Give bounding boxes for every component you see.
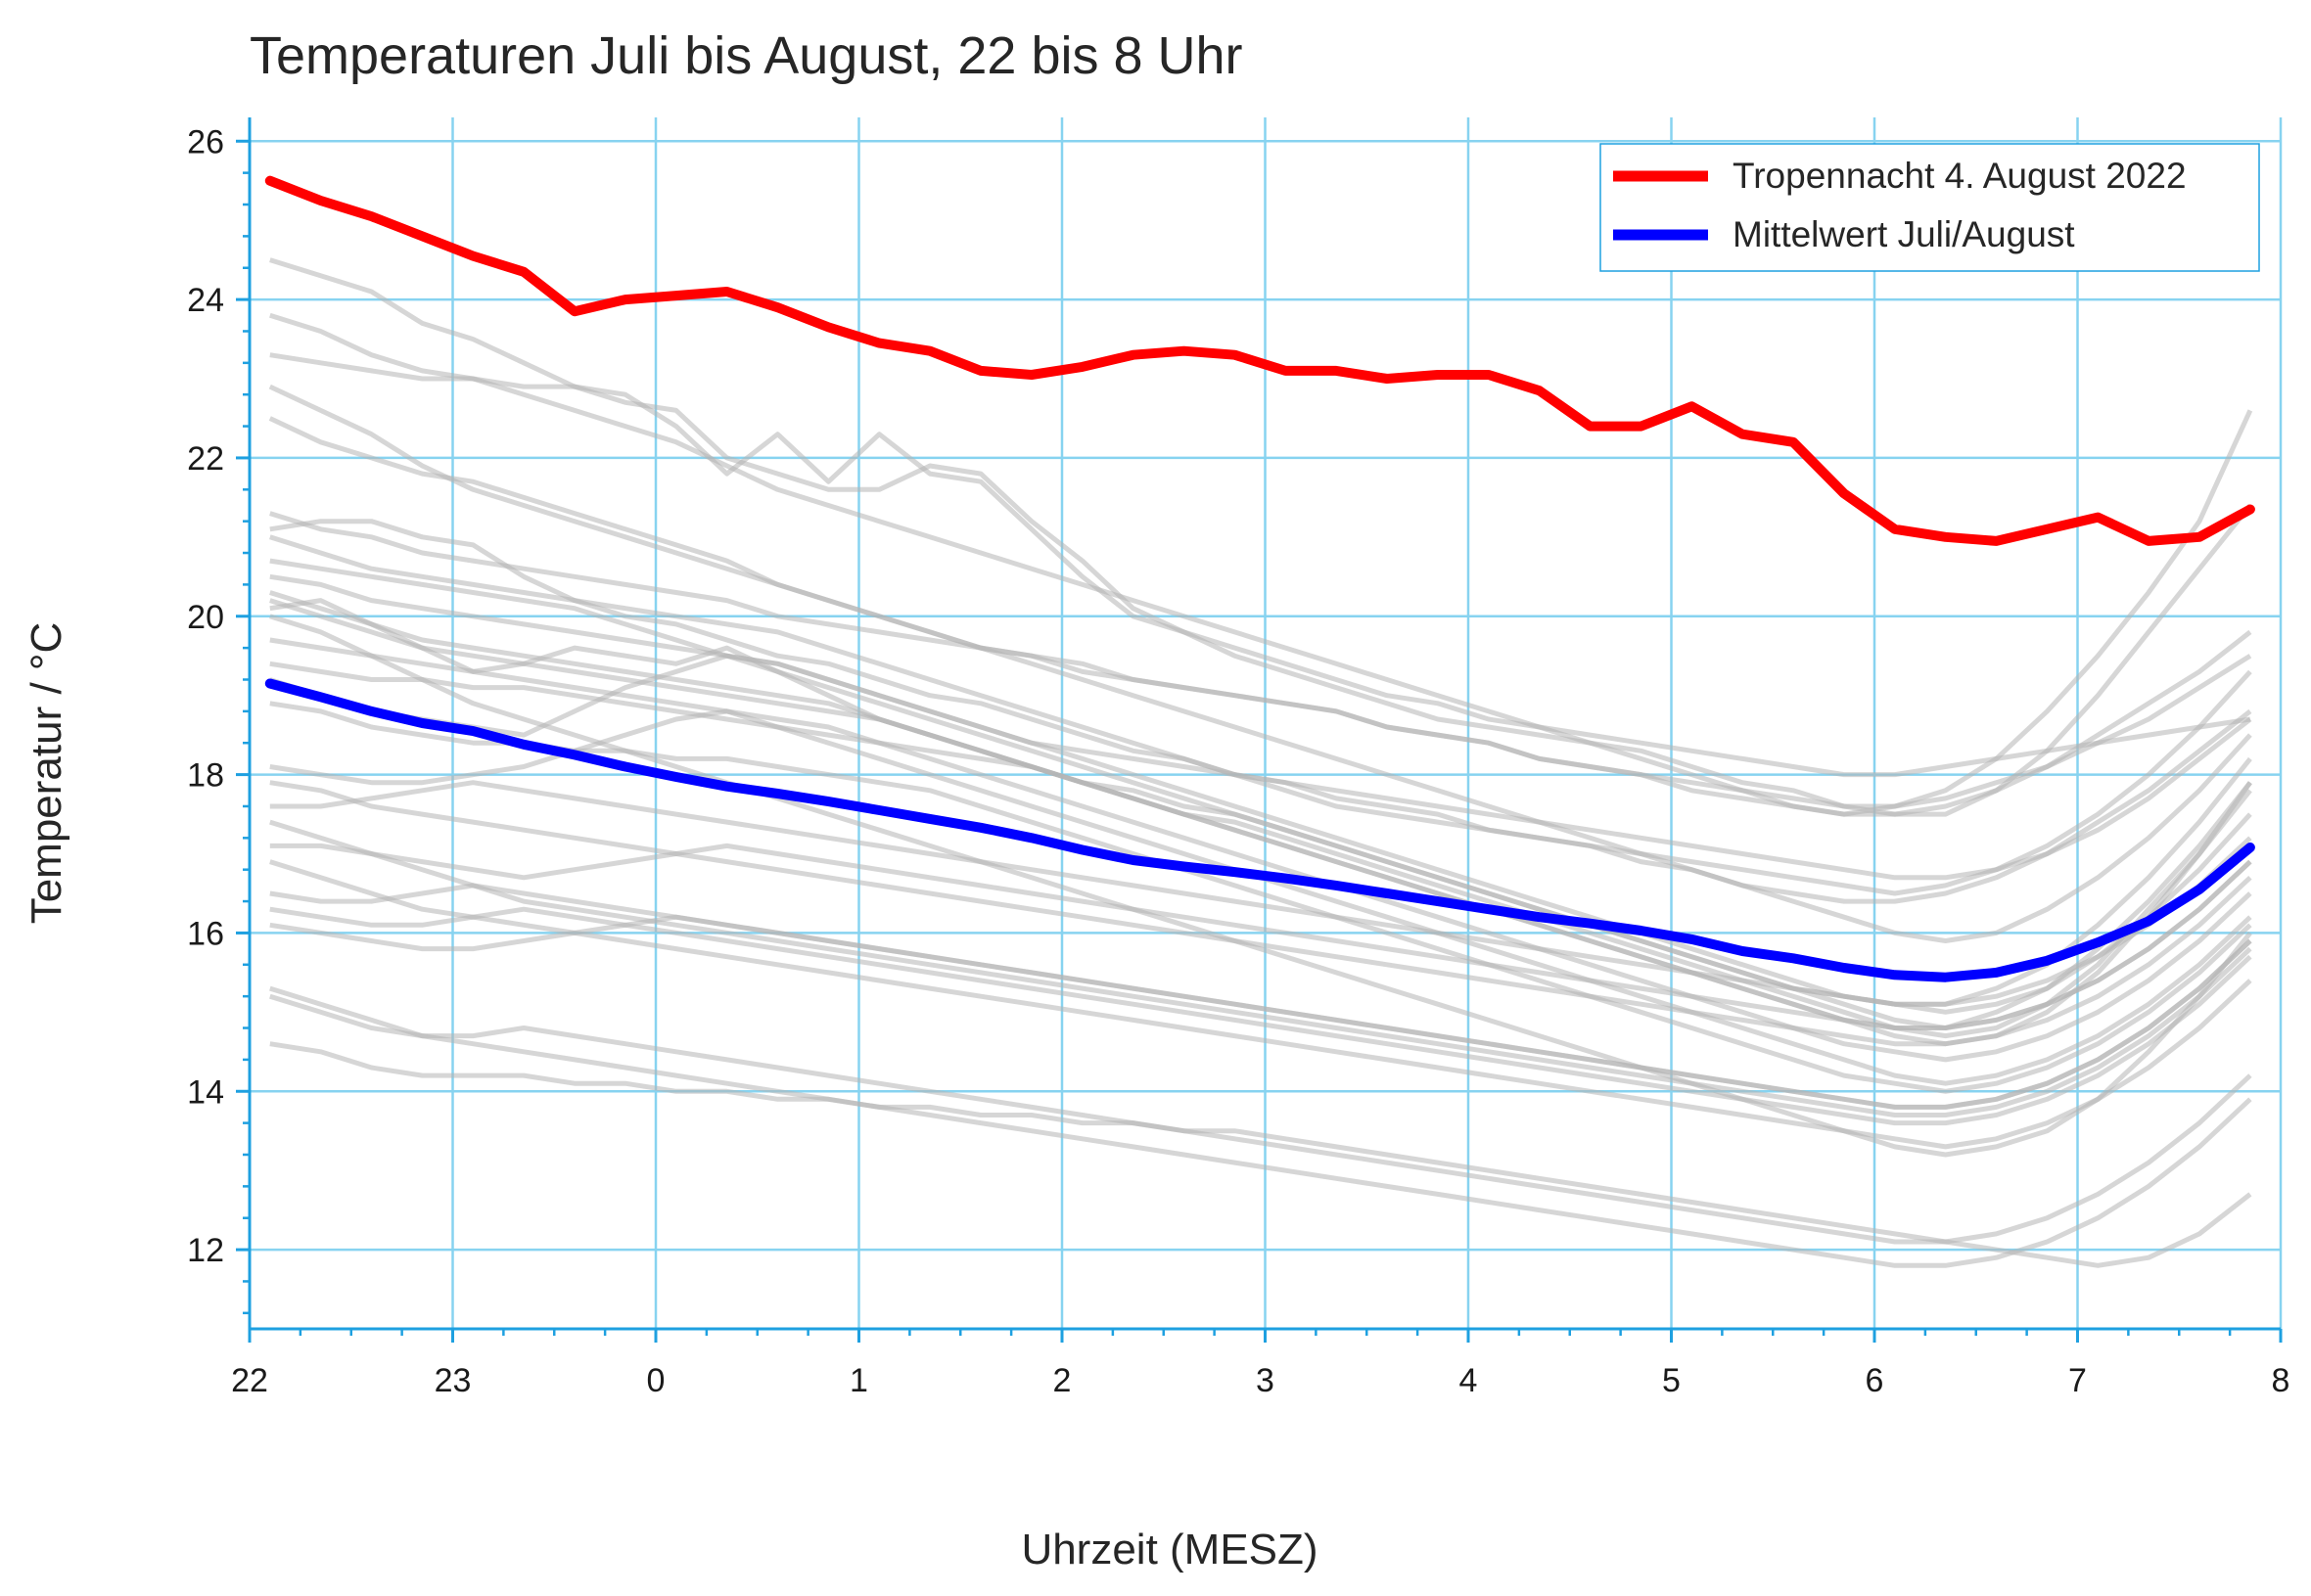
x-tick-label: 1 [850,1362,868,1399]
y-tick-label: 16 [187,915,224,952]
main-series-group [264,175,2255,982]
background-series-line [269,511,2252,817]
y-tick-label: 26 [187,123,224,160]
background-series-line [269,352,2251,778]
background-series-line [269,701,2252,1094]
x-tick-label: 3 [1256,1362,1274,1399]
x-tick-label: 0 [647,1362,666,1399]
x-tick-label: 2 [1053,1362,1072,1399]
y-tick-label: 18 [187,757,224,795]
y-axis-label: Temperatur / °C [23,622,70,925]
background-series-line [268,384,2252,896]
legend-label-mittelwert: Mittelwert Juli/August [1733,214,2075,254]
background-series-line [269,598,2252,1047]
background-series-line [269,1041,2252,1268]
grid [248,117,2283,1329]
x-tick-label: 22 [231,1362,268,1399]
background-series-line [269,573,2252,1015]
background-series-line [269,257,2252,817]
y-tick-label: 12 [187,1232,224,1269]
y-tick-label: 24 [187,282,224,319]
axes [236,117,2283,1343]
background-series-line [269,914,2252,1110]
chart-title: Temperaturen Juli bis August, 22 bis 8 U… [250,26,1243,85]
y-tick-label: 14 [187,1073,224,1111]
background-series-line [269,598,2252,1039]
background-series-line [269,819,2252,1117]
x-tick-label: 8 [2272,1362,2290,1399]
background-series-line [269,312,2253,817]
background-series-line [269,637,2252,1063]
x-tick-label: 4 [1459,1362,1478,1399]
x-tick-label: 23 [435,1362,472,1399]
legend: Tropennacht 4. August 2022 Mittelwert Ju… [1599,143,2260,272]
y-tick-label: 20 [187,599,224,636]
series-line-mittelwert [264,678,2255,982]
background-series-line [269,993,2252,1245]
legend-label-tropennacht: Tropennacht 4. August 2022 [1733,156,2187,196]
background-series-line [269,985,2252,1268]
background-series-line [269,780,2252,1047]
x-axis-label: Uhrzeit (MESZ) [1021,1526,1317,1573]
background-series-group [268,257,2253,1268]
x-tick-label: 6 [1866,1362,1884,1399]
background-series-line [269,906,2252,1126]
x-tick-label: 7 [2068,1362,2087,1399]
y-tick-label: 22 [187,440,224,478]
background-series-line [269,780,2252,1007]
background-series-line [269,859,2252,1150]
series-line-tropennacht [264,175,2255,546]
background-series-line [269,843,2252,1030]
legend-box [1599,143,2260,272]
background-series-line [269,534,2252,943]
x-tick-label: 5 [1662,1362,1681,1399]
background-series-line [269,653,2252,881]
